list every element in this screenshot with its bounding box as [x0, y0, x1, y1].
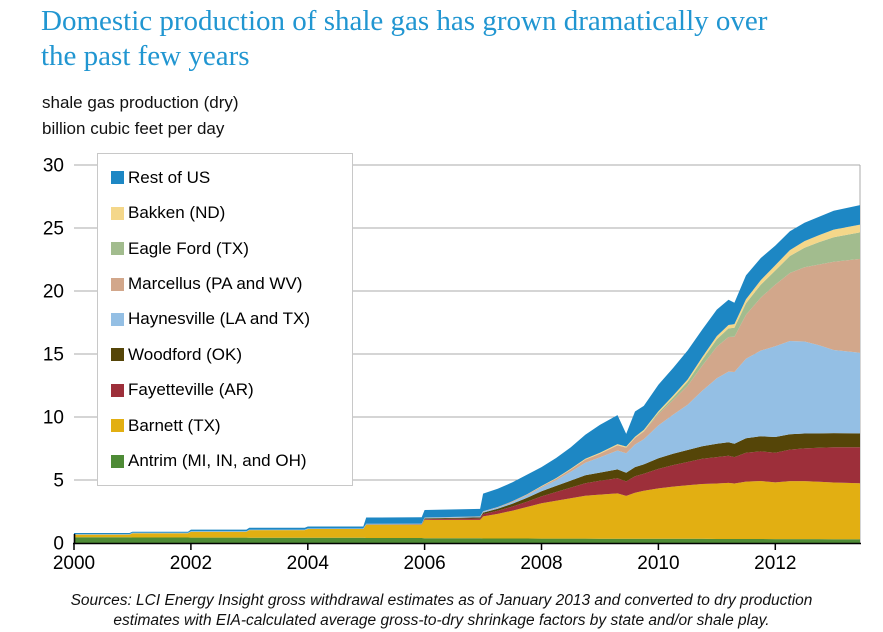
legend-item-barnett-tx: Barnett (TX) — [111, 411, 352, 441]
legend-swatch-fayetteville-ar — [111, 383, 124, 397]
x-tick-label-2012: 2012 — [754, 553, 796, 574]
legend-swatch-woodford-ok — [111, 348, 124, 362]
legend-label-antrim-mi-in-and-oh: Antrim (MI, IN, and OH) — [128, 451, 307, 471]
y-tick-label-5: 5 — [53, 471, 64, 492]
legend-item-rest-of-us: Rest of US — [111, 163, 352, 193]
source-note: Sources: LCI Energy Insight gross withdr… — [0, 591, 883, 631]
source-note-line2: estimates with EIA-calculated average gr… — [113, 612, 770, 629]
x-tick-label-2008: 2008 — [520, 553, 562, 574]
y-axis-units: shale gas production (dry) billion cubic… — [42, 90, 239, 142]
y-axis-units-line2: billion cubic feet per day — [42, 119, 225, 138]
area-haynesville-la-and-tx — [74, 341, 860, 535]
y-tick-label-25: 25 — [43, 219, 64, 240]
legend-label-bakken-nd: Bakken (ND) — [128, 203, 226, 223]
legend-swatch-barnett-tx — [111, 419, 124, 433]
legend-item-bakken-nd: Bakken (ND) — [111, 198, 352, 228]
y-tick-label-20: 20 — [43, 282, 64, 303]
legend-label-rest-of-us: Rest of US — [128, 167, 211, 187]
source-note-line1: Sources: LCI Energy Insight gross withdr… — [70, 592, 813, 609]
legend-item-antrim-mi-in-and-oh: Antrim (MI, IN, and OH) — [111, 446, 352, 476]
page-title-line2: the past few years — [41, 40, 250, 72]
legend-swatch-bakken-nd — [111, 206, 124, 220]
area-marcellus-pa-and-wv — [74, 258, 860, 535]
legend-swatch-marcellus-pa-and-wv — [111, 277, 124, 291]
legend-swatch-eagle-ford-tx — [111, 242, 124, 256]
legend-label-marcellus-pa-and-wv: Marcellus (PA and WV) — [128, 274, 303, 294]
legend-label-woodford-ok: Woodford (OK) — [128, 344, 243, 364]
legend-swatch-rest-of-us — [111, 171, 124, 185]
legend-label-eagle-ford-tx: Eagle Ford (TX) — [128, 238, 249, 258]
x-tick-label-2002: 2002 — [170, 553, 212, 574]
area-antrim-mi-in-and-oh — [74, 537, 860, 543]
y-tick-label-0: 0 — [53, 534, 64, 555]
y-tick-label-10: 10 — [43, 408, 64, 429]
legend-label-haynesville-la-and-tx: Haynesville (LA and TX) — [128, 309, 311, 329]
chart-legend: Rest of US Bakken (ND) Eagle Ford (TX) Marc… — [97, 153, 353, 486]
area-fayetteville-ar — [74, 447, 860, 535]
legend-swatch-haynesville-la-and-tx — [111, 312, 124, 326]
legend-item-eagle-ford-tx: Eagle Ford (TX) — [111, 234, 352, 264]
x-tick-label-2000: 2000 — [53, 553, 95, 574]
area-barnett-tx — [74, 481, 860, 540]
x-tick-label-2004: 2004 — [287, 553, 330, 574]
y-axis-units-line1: shale gas production (dry) — [42, 93, 239, 112]
x-tick-label-2006: 2006 — [403, 553, 445, 574]
page-title-line1: Domestic production of shale gas has gro… — [41, 5, 768, 37]
legend-item-marcellus-pa-and-wv: Marcellus (PA and WV) — [111, 269, 352, 299]
legend-item-woodford-ok: Woodford (OK) — [111, 340, 352, 370]
legend-label-fayetteville-ar: Fayetteville (AR) — [128, 380, 254, 400]
y-tick-label-30: 30 — [43, 156, 64, 177]
y-tick-label-15: 15 — [43, 345, 64, 366]
legend-swatch-antrim-mi-in-and-oh — [111, 454, 124, 468]
area-woodford-ok — [74, 433, 860, 535]
legend-label-barnett-tx: Barnett (TX) — [128, 415, 221, 435]
x-tick-label-2010: 2010 — [637, 553, 679, 574]
page-title: Domestic production of shale gas has gro… — [41, 4, 861, 74]
legend-item-fayetteville-ar: Fayetteville (AR) — [111, 375, 352, 405]
legend-item-haynesville-la-and-tx: Haynesville (LA and TX) — [111, 304, 352, 334]
